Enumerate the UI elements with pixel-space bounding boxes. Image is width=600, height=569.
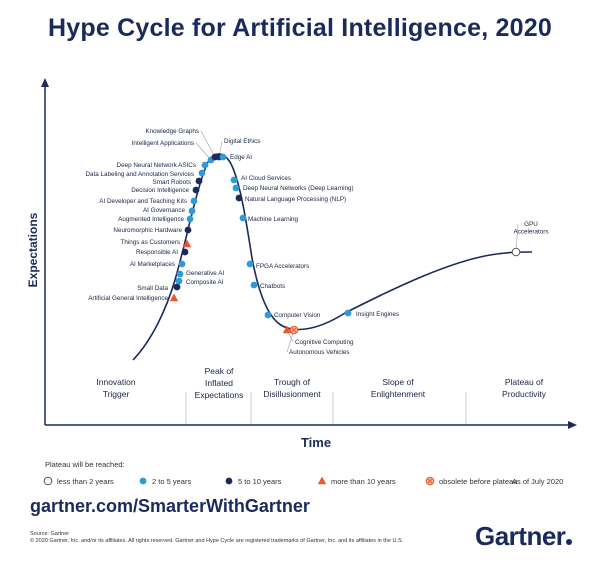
leader-line bbox=[515, 223, 519, 253]
technology-marker bbox=[188, 207, 196, 215]
technology-marker bbox=[192, 186, 200, 194]
technology-label: Autonomous Vehicles bbox=[289, 349, 350, 356]
technology-marker bbox=[190, 197, 198, 205]
technology-label: Decision Intelligence bbox=[131, 187, 189, 194]
technology-marker bbox=[176, 270, 184, 278]
technology-label: Machine Learning bbox=[248, 216, 299, 223]
technology-label: Deep Neural Network ASICs bbox=[117, 162, 196, 169]
legend-title: Plateau will be reached: bbox=[45, 460, 125, 469]
logo-text: Gartner bbox=[475, 521, 566, 551]
legend-marker bbox=[317, 476, 327, 485]
y-axis-arrow bbox=[41, 78, 49, 87]
technology-label: Intelligent Applications bbox=[132, 140, 194, 147]
technology-label: AI Cloud Services bbox=[241, 175, 291, 182]
phase-label: Plateau of Productivity bbox=[502, 377, 547, 399]
technology-label: Smart Robots bbox=[153, 179, 192, 186]
technology-marker bbox=[264, 311, 272, 319]
leader-line bbox=[195, 142, 212, 161]
technology-label: GPU Accelerators bbox=[514, 221, 549, 236]
technology-marker bbox=[344, 309, 352, 317]
x-axis-label: Time bbox=[301, 435, 331, 450]
phase-label: Innovation Trigger bbox=[96, 377, 135, 399]
y-axis-label: Expectations bbox=[26, 212, 40, 287]
technology-label: Responsible AI bbox=[136, 249, 178, 256]
technology-label: Digital Ethics bbox=[224, 138, 260, 145]
technology-label: Data Labeling and Annotation Services bbox=[85, 171, 194, 178]
technology-marker bbox=[195, 177, 203, 185]
chart-title: Hype Cycle for Artificial Intelligence, … bbox=[48, 14, 552, 42]
source-line: Source: Gartner bbox=[30, 531, 70, 537]
technology-label: Augmented Intelligence bbox=[118, 216, 184, 223]
technology-label: Generative AI bbox=[186, 270, 224, 277]
copyright-line: © 2020 Gartner, Inc. and/or its affiliat… bbox=[30, 538, 404, 544]
phase-label: Peak of Inflated Expectations bbox=[195, 366, 244, 400]
legend-label: 2 to 5 years bbox=[152, 477, 191, 486]
technology-marker bbox=[282, 325, 292, 334]
technology-label: Things as Customers bbox=[121, 239, 181, 246]
leader-line bbox=[200, 130, 216, 158]
technology-marker bbox=[169, 293, 179, 302]
legend-marker bbox=[43, 476, 53, 486]
phase-label: Trough of Disillusionment bbox=[263, 377, 321, 399]
technology-marker bbox=[246, 260, 254, 268]
legend-marker bbox=[225, 477, 233, 485]
x-axis-arrow bbox=[568, 421, 577, 429]
technology-label: Natural Language Processing (NLP) bbox=[245, 196, 346, 203]
technology-marker bbox=[201, 161, 209, 169]
legend-label: 5 to 10 years bbox=[238, 477, 282, 486]
technology-marker bbox=[173, 283, 181, 291]
technology-label: Insight Engines bbox=[356, 311, 399, 318]
technology-marker bbox=[198, 169, 206, 177]
legend: less than 2 years 2 to 5 years 5 to 10 yea… bbox=[43, 476, 517, 486]
legend-label: more than 10 years bbox=[331, 477, 396, 486]
technology-marker bbox=[235, 194, 243, 202]
phase-label: Slope of Enlightenment bbox=[371, 377, 426, 399]
technology-marker bbox=[239, 214, 247, 222]
phase-labels: Innovation Trigger Peak of Inflated Expectat… bbox=[96, 366, 546, 400]
technology-points: Artificial General Intelligence Small Dat… bbox=[85, 128, 548, 356]
technology-label: Chatbots bbox=[260, 283, 285, 290]
legend-label: less than 2 years bbox=[57, 477, 114, 486]
technology-marker bbox=[175, 277, 183, 285]
footer-url[interactable]: gartner.com/SmarterWithGartner bbox=[30, 496, 310, 516]
technology-label: AI Developer and Teaching Kits bbox=[99, 198, 187, 205]
technology-marker bbox=[232, 184, 240, 192]
technology-label: Small Data bbox=[137, 285, 168, 292]
technology-label: Cognitive Computing bbox=[295, 339, 354, 346]
technology-label: Knowledge Graphs bbox=[145, 128, 199, 135]
technology-marker bbox=[219, 153, 227, 161]
technology-label: Edge AI bbox=[230, 154, 252, 161]
technology-marker bbox=[181, 248, 189, 256]
technology-label: Computer Vision bbox=[274, 312, 321, 319]
technology-marker-x bbox=[291, 327, 297, 333]
technology-marker bbox=[186, 215, 194, 223]
technology-label: FPGA Accelerators bbox=[256, 263, 309, 270]
legend-marker-x bbox=[427, 478, 433, 484]
technology-marker bbox=[250, 281, 258, 289]
technology-label: Composite AI bbox=[186, 279, 224, 286]
technology-marker bbox=[511, 247, 521, 257]
legend-label: obsolete before plateau bbox=[439, 477, 517, 486]
footer-source: Source: Gartner © 2020 Gartner, Inc. and… bbox=[30, 531, 403, 545]
legend-marker bbox=[139, 477, 147, 485]
technology-label: Artificial General Intelligence bbox=[88, 295, 168, 302]
technology-label: AI Governance bbox=[143, 207, 186, 214]
technology-marker bbox=[184, 226, 192, 234]
technology-marker bbox=[178, 260, 186, 268]
as-of-label: As of July 2020 bbox=[512, 477, 563, 486]
technology-marker bbox=[182, 239, 192, 248]
gartner-logo: Gartner bbox=[475, 521, 573, 552]
logo-dot bbox=[566, 539, 573, 545]
technology-label: Neuromorphic Hardware bbox=[113, 227, 182, 234]
technology-label: AI Marketplaces bbox=[130, 261, 175, 268]
technology-marker bbox=[230, 176, 238, 184]
technology-label: Deep Neural Networks (Deep Learning) bbox=[243, 185, 354, 192]
